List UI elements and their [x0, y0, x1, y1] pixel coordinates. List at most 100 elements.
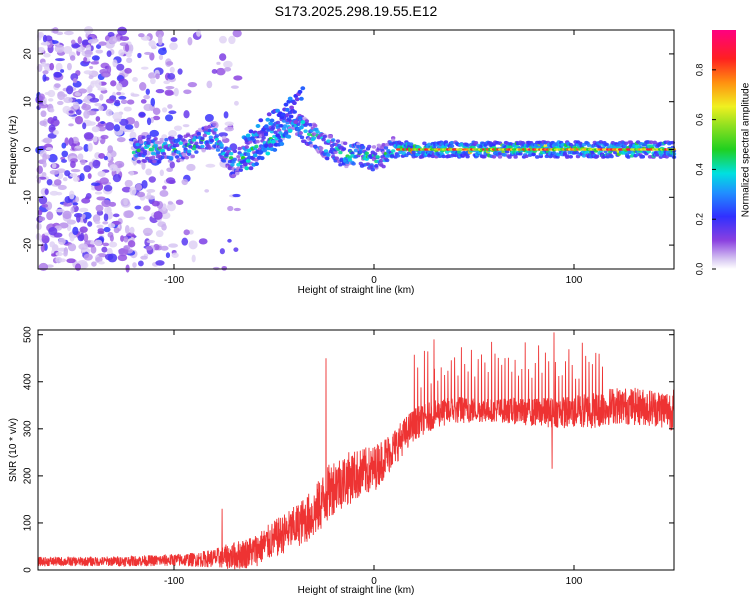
- spectrogram-noise-cell: [140, 255, 148, 260]
- spectrogram-noise-cell: [166, 167, 173, 173]
- spectrogram-noise-cell: [53, 232, 63, 238]
- snr-y-tick-label: 200: [23, 467, 34, 484]
- spectrogram-noise-cell: [129, 186, 137, 196]
- spectrogram-ridge-cell: [333, 150, 338, 154]
- spectrogram-ridge-cell: [326, 153, 331, 157]
- spectrogram-noise-cell: [125, 53, 132, 58]
- spectrogram-ridge-cell: [353, 148, 359, 153]
- spectrogram-ridge-cell: [527, 153, 533, 157]
- spectrogram-ridge-cell: [350, 151, 355, 155]
- spectrogram-noise-cell: [89, 97, 100, 103]
- spectrogram-noise-cell: [228, 35, 236, 45]
- spectrogram-noise-cell: [55, 251, 64, 257]
- spectrogram-noise-cell: [51, 163, 57, 169]
- spectrogram-ridge-cell: [497, 151, 503, 156]
- spectrogram-ridge-cell: [322, 134, 327, 139]
- spectrogram-ridge-cell: [518, 151, 523, 156]
- spectrogram-ridge-cell: [185, 133, 191, 137]
- spectrogram-noise-cell: [168, 130, 177, 138]
- spectrogram-noise-cell: [135, 183, 143, 191]
- spectrogram-noise-cell: [165, 177, 176, 184]
- spectrogram-noise-cell: [138, 33, 145, 38]
- snr-y-tick-label: 500: [23, 326, 34, 343]
- spectrogram-noise-cell: [150, 97, 156, 107]
- spectrogram-noise-cell: [83, 253, 93, 261]
- spectrogram-ridge-cell: [175, 143, 180, 148]
- spectrogram-ridge-cell: [200, 144, 205, 149]
- spectrogram-noise-cell: [157, 34, 163, 43]
- spectrogram-noise-cell: [98, 261, 105, 265]
- spectrogram-noise-cell: [116, 137, 126, 143]
- spectrogram-ridge-cell: [319, 146, 324, 151]
- spectrogram-noise-cell: [146, 188, 156, 193]
- spectrogram-noise-cell: [89, 66, 94, 70]
- spectrogram-noise-cell: [145, 168, 152, 176]
- spectrogram-noise-cell: [164, 114, 174, 122]
- spectrogram-noise-cell: [103, 155, 108, 161]
- spectrogram-noise-cell: [69, 55, 76, 61]
- spectrogram-ridge-cell: [443, 140, 449, 144]
- spectrogram-noise-cell: [177, 68, 183, 75]
- spectrogram-ridge-cell: [289, 114, 294, 119]
- spectrogram-noise-cell: [149, 129, 160, 138]
- spectrogram-noise-cell: [83, 70, 93, 75]
- spectrogram-ridge-cell: [385, 142, 390, 147]
- spectrogram-ridge-cell: [202, 133, 207, 138]
- figure-title: S173.2025.298.19.55.E12: [275, 3, 438, 19]
- spectrogram-noise-cell: [155, 89, 165, 94]
- snr-x-label: Height of straight line (km): [298, 585, 415, 596]
- spectrogram-ridge-cell: [131, 150, 137, 155]
- spectrogram-noise-cell: [138, 112, 146, 117]
- spectrogram-noise-cell: [55, 256, 63, 264]
- spectrogram-noise-cell: [54, 83, 61, 88]
- spectrogram-noise-cell: [150, 77, 156, 85]
- spectrogram-ridge-cell: [364, 151, 369, 156]
- spectrogram-ridge-cell: [604, 142, 609, 147]
- spectrogram-ridge-cell: [505, 149, 510, 154]
- spectrogram-noise-cell: [42, 161, 47, 168]
- spectrogram-noise-cell: [72, 101, 80, 110]
- spectrogram-noise-cell: [101, 199, 112, 208]
- spectrogram-noise-cell: [97, 87, 107, 91]
- spectrogram-ridge-cell: [321, 137, 326, 142]
- spectrogram-noise-cell: [112, 59, 118, 68]
- spectrogram-branch-cell: [283, 131, 289, 136]
- spectrogram-ridge-cell: [277, 128, 282, 132]
- spectrogram-branch-cell: [243, 162, 248, 167]
- spectrogram-ridge-cell: [381, 142, 386, 147]
- spectrogram-noise-cell: [116, 83, 123, 91]
- spectrogram-noise-cell: [100, 134, 109, 140]
- spectrogram-noise-cell: [145, 194, 156, 200]
- spectrogram-ridge-cell: [194, 150, 199, 154]
- spectrogram-noise-cell: [66, 85, 74, 95]
- spectrogram-ridge-cell: [263, 132, 269, 137]
- spectrogram-noise-cell: [41, 61, 47, 67]
- spectrogram-branch-cell: [255, 123, 261, 128]
- spectrogram-ridge-cell: [181, 138, 186, 142]
- spectrogram-ridge-cell: [207, 128, 212, 133]
- spectrogram-noise-cell: [91, 182, 101, 187]
- spectrogram-noise-cell: [43, 52, 51, 58]
- spectrogram-ridge-cell: [219, 143, 224, 147]
- spectrogram-noise-cell: [107, 31, 115, 38]
- spectrogram-ridge-cell: [236, 155, 241, 159]
- spectrogram-ridge-cell: [315, 129, 320, 134]
- spectrogram-ridge-cell: [226, 147, 231, 151]
- spectrogram-noise-cell: [143, 94, 151, 100]
- spectrogram-noise-cell: [78, 243, 89, 250]
- spectrogram-ridge-cell: [206, 131, 211, 135]
- snr-y-tick-label: 300: [23, 420, 34, 437]
- spectrogram-noise-cell: [98, 153, 106, 159]
- spectrogram-ridge-cell: [427, 142, 432, 147]
- spectrogram-ridge-cell: [269, 129, 275, 134]
- spectrogram-noise-cell: [95, 204, 104, 212]
- spectrogram-ridge-cell: [151, 155, 156, 160]
- spectrogram-ridge-cell: [406, 151, 411, 156]
- spectrogram-ridge-cell: [221, 135, 227, 140]
- spectrogram-noise-cell: [75, 109, 82, 116]
- spectrogram-ridge-cell: [358, 150, 363, 154]
- spectrogram-ridge-cell: [261, 136, 266, 140]
- spectrogram-branch-cell: [248, 166, 254, 171]
- spectrogram-ridge-cell: [221, 159, 227, 163]
- spectrogram-noise-cell: [124, 44, 130, 52]
